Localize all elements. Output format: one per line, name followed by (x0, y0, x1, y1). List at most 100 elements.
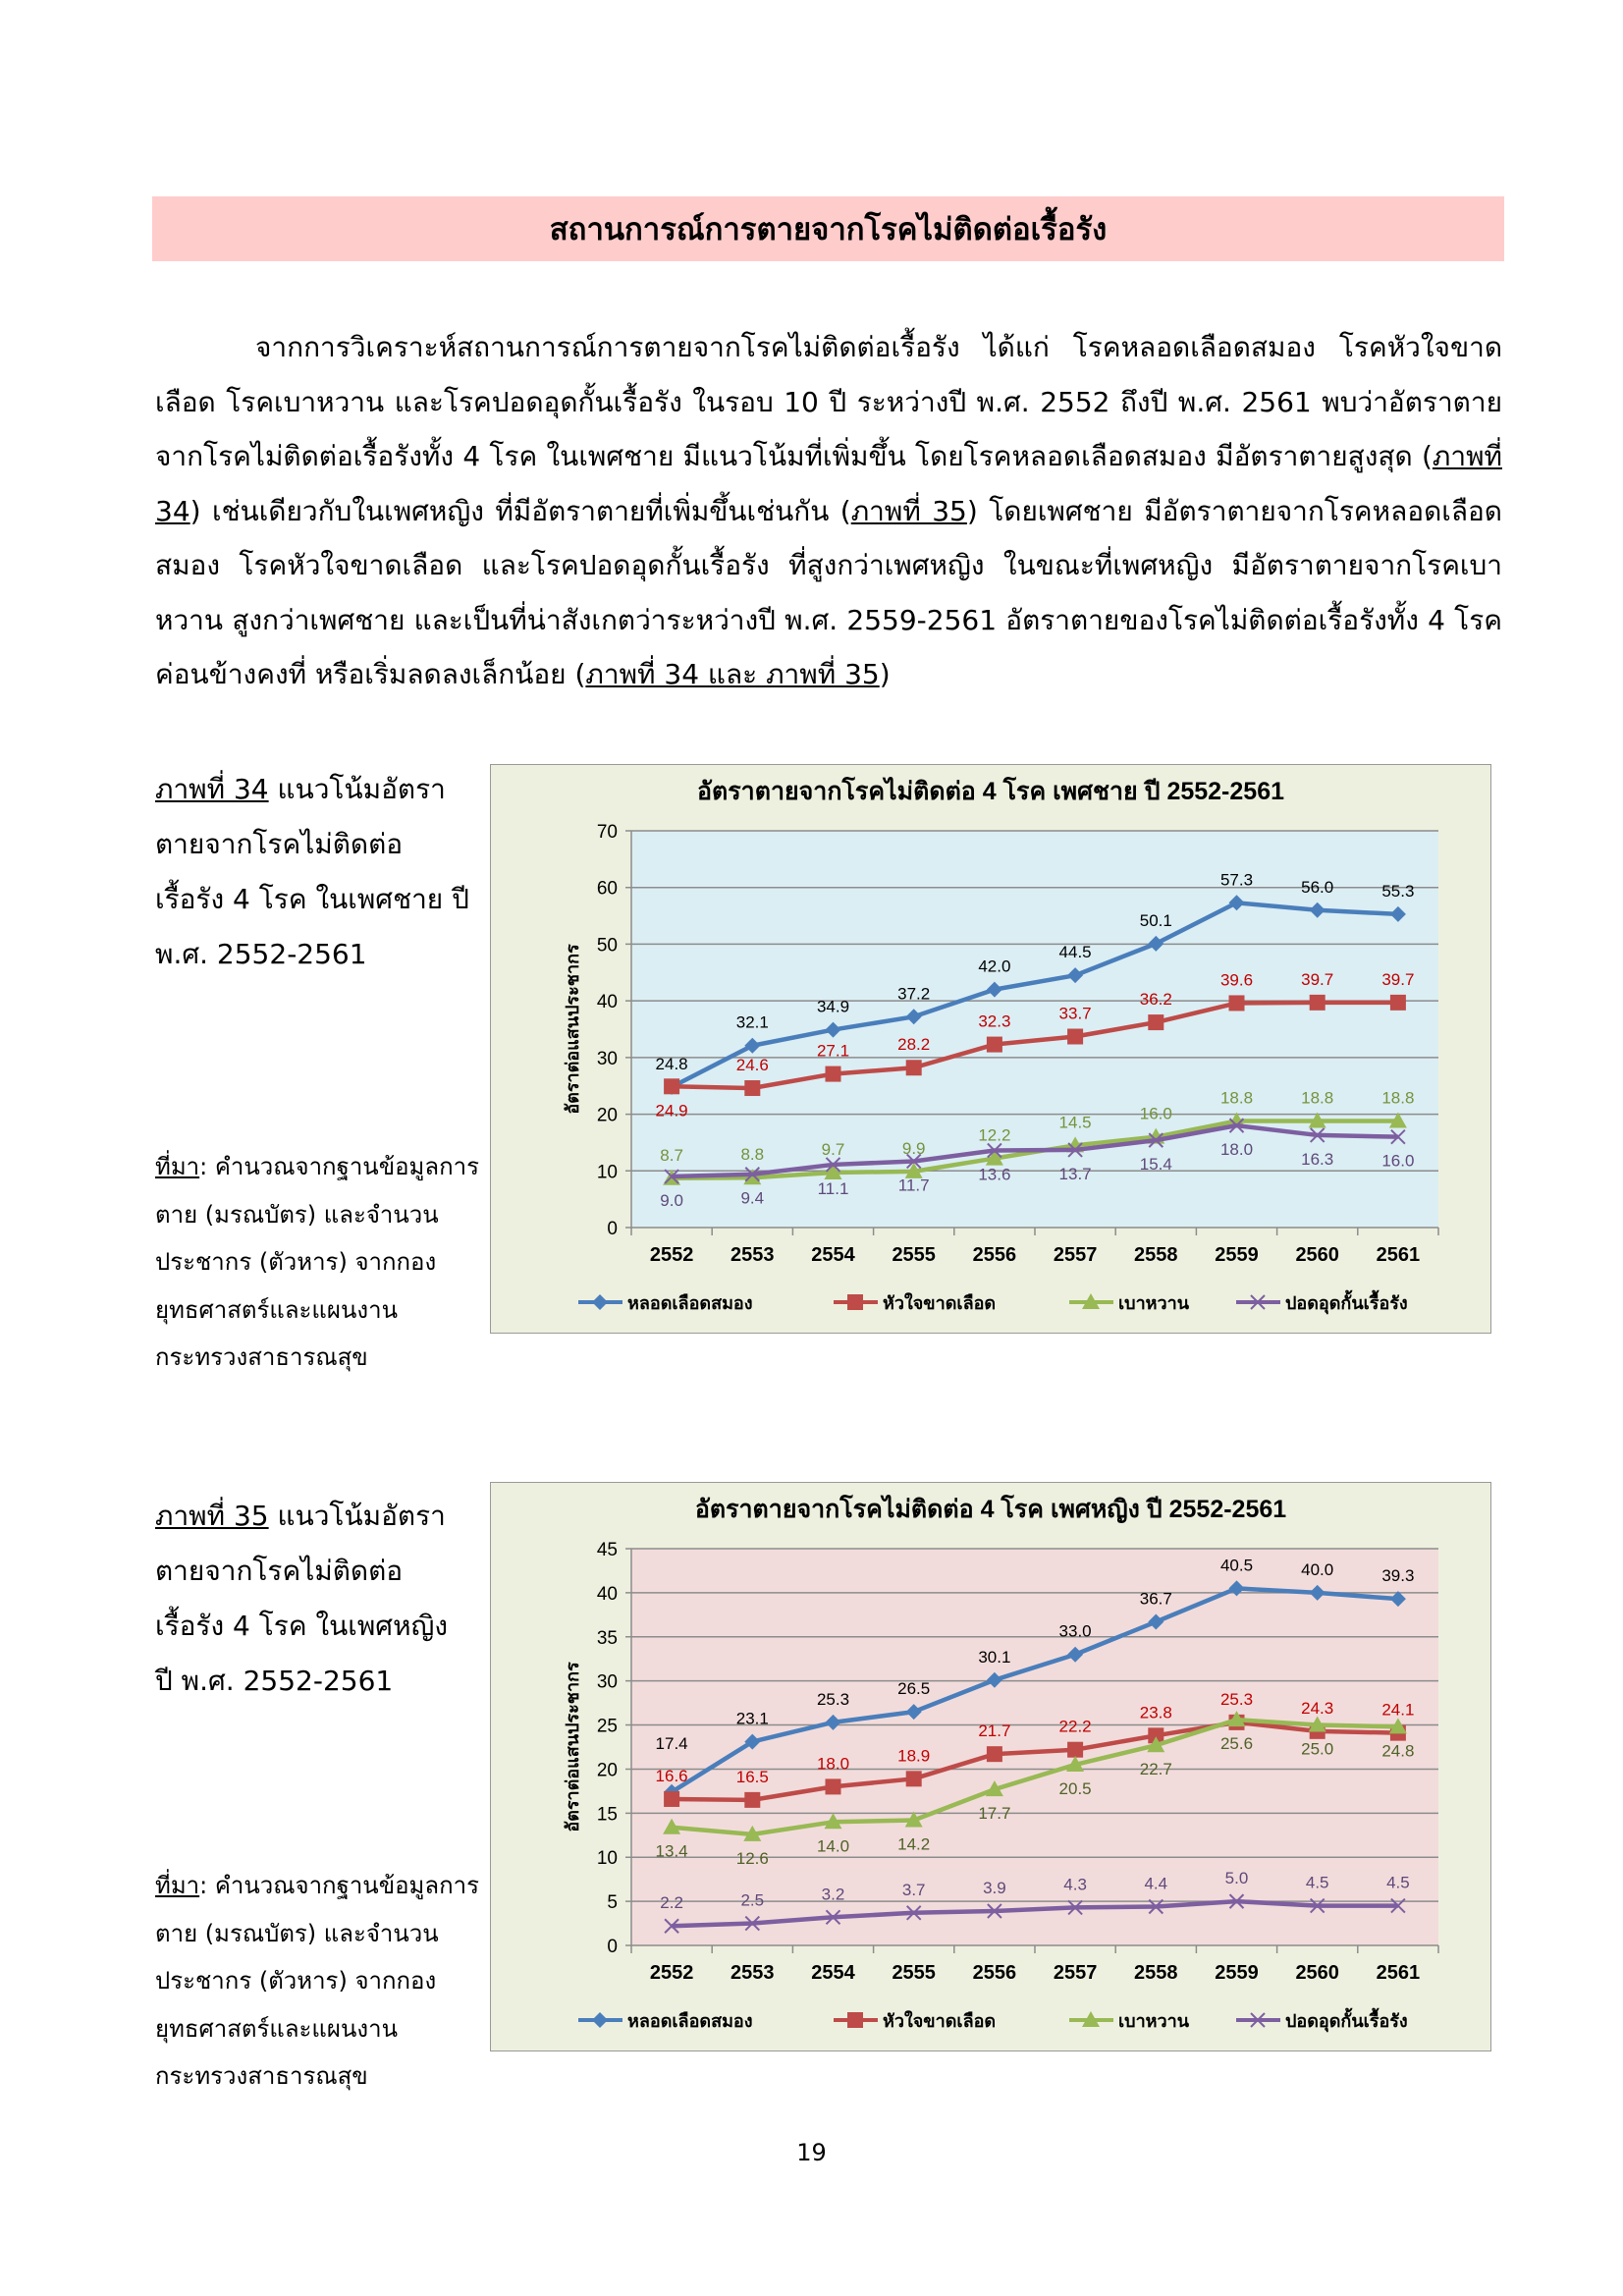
data-label: 17.4 (656, 1734, 688, 1753)
data-label: 26.5 (897, 1679, 930, 1698)
legend-marker (1250, 2012, 1266, 2028)
data-label: 16.0 (1381, 1152, 1414, 1171)
y-tick-label: 25 (597, 1717, 618, 1737)
data-point (1228, 895, 1245, 911)
y-tick-label: 10 (597, 1848, 618, 1869)
y-tick-label: 50 (597, 935, 618, 956)
data-point (1227, 1711, 1246, 1727)
figure-reference-link: ภาพที่ 34 (155, 440, 1502, 527)
series-line-0 (670, 1586, 1399, 1794)
paragraph-text: ) เช่นเดียวกับในเพศหญิง ที่มีอัตราตายที่… (189, 494, 851, 527)
data-point (1067, 1741, 1084, 1758)
data-label: 4.5 (1306, 1874, 1329, 1892)
data-label: 4.5 (1386, 1874, 1410, 1892)
data-label: 2.5 (740, 1891, 764, 1910)
plot-area (631, 1549, 1438, 1945)
data-point (1389, 994, 1406, 1011)
data-point (1388, 1718, 1407, 1734)
data-point (824, 1813, 842, 1830)
data-point (825, 1778, 841, 1795)
data-label: 22.2 (1059, 1718, 1092, 1736)
y-axis-label: อัตราต่อแสนประชากร (563, 944, 582, 1115)
series-line-3 (672, 1898, 1398, 1929)
data-label: 11.7 (898, 1175, 930, 1194)
source-label: ที่มา (155, 1153, 200, 1180)
data-label: 9.7 (822, 1140, 845, 1159)
page-number: 19 (796, 2139, 827, 2166)
data-label: 57.3 (1220, 870, 1253, 889)
data-point (905, 1905, 922, 1921)
data-point (825, 1066, 841, 1082)
x-tick-label: 2557 (1054, 1962, 1098, 1984)
series-line-0 (671, 901, 1399, 1089)
data-point (1228, 1118, 1245, 1133)
data-label: 39.6 (1220, 970, 1253, 989)
data-point (825, 1157, 841, 1173)
data-label: 24.8 (1381, 1741, 1414, 1760)
data-label: 16.3 (1301, 1150, 1333, 1169)
data-label: 3.2 (822, 1885, 845, 1903)
data-label: 3.7 (902, 1881, 926, 1899)
data-label: 9.0 (660, 1191, 683, 1210)
data-label: 23.1 (736, 1710, 769, 1728)
data-label: 24.8 (656, 1055, 688, 1073)
data-point (824, 1164, 842, 1180)
data-label: 8.7 (660, 1146, 683, 1165)
data-point (744, 1915, 761, 1932)
data-label: 16.6 (656, 1767, 688, 1785)
section-title-bar: สถานการณ์การตายจากโรคไม่ติดต่อเรื้อรัง (152, 196, 1504, 261)
data-point (663, 1818, 681, 1834)
data-point (1148, 1613, 1164, 1630)
data-label: 33.7 (1059, 1005, 1092, 1023)
data-point (825, 1909, 841, 1925)
data-label: 32.3 (978, 1012, 1010, 1031)
data-point (1066, 1755, 1085, 1772)
data-point (1389, 1591, 1406, 1608)
y-tick-label: 30 (597, 1672, 618, 1693)
chart-female-svg: อัตราตายจากโรคไม่ติดต่อ 4 โรค เพศหญิง ปี… (490, 1482, 1491, 2051)
x-tick-label: 2556 (973, 1244, 1017, 1266)
legend-label: เบาหวาน (1118, 1293, 1190, 1313)
chart-title: อัตราตายจากโรคไม่ติดต่อ 4 โรค เพศหญิง ปี… (695, 1494, 1286, 1523)
data-label: 2.2 (660, 1893, 683, 1912)
data-point (664, 1918, 679, 1934)
series-line-2 (671, 1717, 1398, 1837)
data-label: 17.7 (978, 1804, 1010, 1823)
data-label: 25.3 (817, 1690, 849, 1709)
data-point (987, 1903, 1002, 1919)
data-label: 27.1 (817, 1042, 849, 1061)
data-label: 56.0 (1301, 878, 1333, 897)
data-point (1309, 1584, 1325, 1601)
legend-label: เบาหวาน (1118, 2011, 1190, 2031)
data-label: 25.3 (1220, 1690, 1253, 1709)
data-point (664, 1169, 679, 1184)
y-tick-label: 35 (597, 1628, 618, 1649)
data-point (744, 1167, 761, 1182)
data-point (1309, 902, 1325, 918)
legend-label: หลอดเลือดสมอง (627, 2011, 753, 2031)
data-point (664, 1078, 680, 1095)
x-tick-label: 2555 (892, 1962, 936, 1984)
data-point (1309, 994, 1325, 1011)
data-point (1308, 1716, 1326, 1732)
y-tick-label: 45 (597, 1540, 618, 1560)
y-tick-label: 10 (597, 1162, 618, 1182)
data-point (986, 1671, 1002, 1688)
figure-number: ภาพที่ 35 (155, 1500, 269, 1532)
data-label: 36.7 (1140, 1590, 1172, 1609)
x-tick-label: 2554 (811, 1244, 855, 1266)
chart-male: อัตราตายจากโรคไม่ติดต่อ 4 โรค เพศชาย ปี … (490, 764, 1491, 1334)
data-label: 34.9 (817, 998, 849, 1016)
data-point (905, 1060, 922, 1076)
legend-marker (1082, 1293, 1100, 1309)
legend-label: ปอดอุดกั้นเรื้อรัง (1285, 2007, 1408, 2033)
data-point (1389, 905, 1406, 922)
data-label: 18.8 (1381, 1088, 1414, 1107)
data-label: 33.0 (1059, 1622, 1092, 1641)
data-label: 8.8 (740, 1145, 764, 1164)
data-point (664, 1790, 680, 1807)
legend-label: หัวใจขาดเลือด (883, 2010, 996, 2031)
data-label: 44.5 (1059, 943, 1092, 961)
data-point (904, 1162, 923, 1178)
legend-marker (592, 1294, 608, 1310)
